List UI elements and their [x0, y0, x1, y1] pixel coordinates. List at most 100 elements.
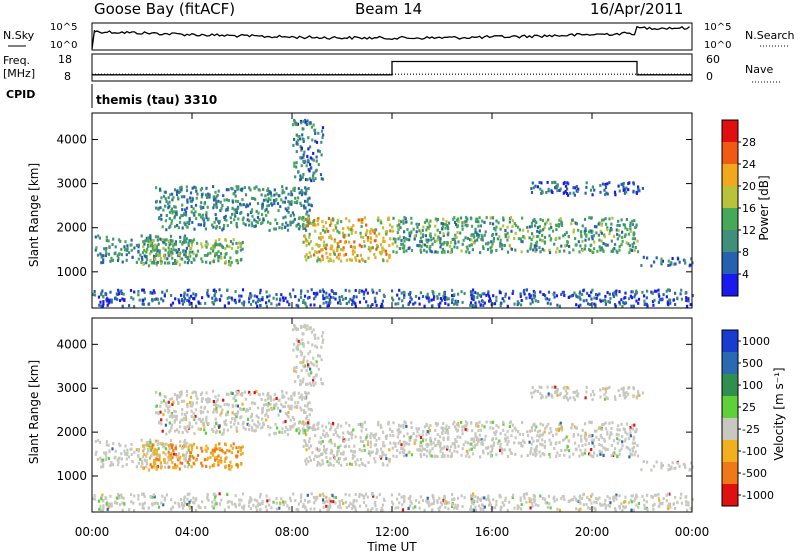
power-cell — [311, 176, 314, 180]
power-cell — [297, 138, 300, 142]
power-cell — [352, 245, 355, 249]
velocity-cell — [580, 434, 583, 438]
power-cell — [247, 300, 251, 304]
velocity-cell — [308, 446, 311, 450]
velocity-cell — [418, 500, 421, 504]
velocity-cell — [459, 435, 462, 439]
velocity-cell — [545, 501, 549, 505]
power-cell — [306, 119, 309, 123]
power-cell — [269, 198, 272, 202]
power-cell — [322, 290, 325, 294]
velocity-cell — [276, 406, 280, 410]
power-cell — [293, 164, 296, 168]
power-cell — [260, 298, 263, 302]
power-cell — [457, 220, 460, 224]
power-cell — [223, 304, 226, 308]
power-cell — [230, 296, 233, 300]
velocity-cell — [309, 507, 312, 511]
power-cell — [179, 257, 182, 261]
power-cell — [316, 259, 319, 263]
velocity-cell — [479, 497, 482, 501]
power-cell — [429, 219, 432, 223]
velocity-cell — [186, 465, 189, 469]
velocity-cell — [464, 424, 467, 428]
power-cell — [124, 248, 127, 252]
power-cell — [295, 150, 298, 154]
power-cell — [581, 249, 584, 252]
power-cell — [273, 193, 276, 197]
velocity-cell — [446, 447, 449, 451]
power-cell — [239, 258, 242, 262]
power-cell — [160, 217, 163, 221]
power-cell — [138, 298, 141, 302]
power-cell — [289, 214, 292, 218]
velocity-cell — [284, 411, 287, 415]
velocity-cell — [190, 404, 194, 408]
velocity-cell — [224, 464, 227, 468]
velocity-cell — [549, 506, 552, 510]
power-cell — [170, 250, 173, 254]
velocity-cell — [250, 425, 253, 429]
velocity-cell — [690, 461, 693, 465]
power-cell — [546, 180, 549, 184]
velocity-cell — [574, 390, 577, 394]
power-cell — [661, 259, 664, 263]
velocity-cell — [236, 465, 239, 469]
velocity-cell — [506, 508, 509, 512]
power-cell — [299, 145, 302, 149]
power-cell — [690, 257, 693, 261]
velocity-cell — [164, 395, 167, 399]
velocity-cell — [220, 460, 223, 464]
velocity-cell — [201, 464, 204, 468]
velocity-cell — [533, 422, 536, 426]
power-cell — [517, 225, 520, 229]
power-cell — [349, 245, 353, 249]
power-cell — [218, 226, 221, 229]
velocity-cell — [154, 447, 157, 451]
power-cell — [509, 215, 513, 219]
velocity-cell — [252, 503, 255, 507]
velocity-cell — [339, 506, 342, 510]
power-cell — [408, 238, 411, 242]
power-cell — [102, 260, 105, 264]
power-cell — [187, 221, 190, 225]
power-cell — [251, 214, 254, 218]
velocity-cell — [289, 425, 292, 429]
velocity-cell — [605, 396, 608, 400]
power-cell — [460, 249, 463, 253]
power-cell — [548, 227, 551, 231]
velocity-cell — [536, 434, 539, 438]
freq-unit-label: [MHz] — [3, 67, 35, 80]
power-cell — [572, 191, 575, 195]
power-cell — [164, 219, 167, 223]
power-cell — [433, 240, 436, 243]
power-cell — [289, 295, 292, 299]
velocity-cell — [168, 465, 171, 469]
power-cell — [314, 223, 317, 227]
power-cell — [145, 261, 148, 265]
power-cell — [116, 297, 119, 301]
power-cell — [442, 232, 445, 236]
power-cell — [159, 256, 162, 260]
power-cell — [391, 296, 394, 300]
power-cell — [533, 296, 536, 300]
power-cell — [332, 217, 335, 221]
velocity-cell — [534, 389, 537, 393]
power-cell — [354, 230, 357, 234]
velocity-cell — [143, 453, 146, 457]
power-cell — [174, 259, 177, 262]
power-cell — [610, 228, 613, 232]
power-cell — [557, 223, 560, 226]
velocity-cell — [182, 504, 185, 508]
velocity-cell — [149, 440, 152, 444]
power-cell — [159, 262, 163, 266]
power-cell — [495, 219, 498, 223]
velocity-cell — [363, 448, 366, 452]
velocity-cell — [504, 499, 507, 502]
power-cell — [354, 304, 357, 308]
power-cell — [479, 224, 482, 228]
power-cell — [541, 190, 544, 194]
power-cell — [264, 194, 267, 198]
velocity-cell — [292, 392, 295, 396]
power-cell — [582, 289, 585, 293]
